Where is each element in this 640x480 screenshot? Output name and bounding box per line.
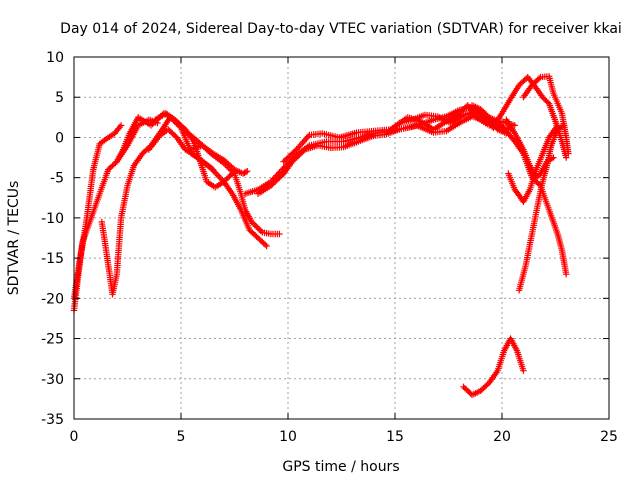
y-tick-label: -10 [41,211,64,227]
series-arc-14 [503,116,557,181]
marker-path-arc-17 [515,122,568,294]
marker-path-arc-7 [188,142,251,177]
y-tick-label: 0 [55,130,64,146]
y-tick-label: 5 [55,90,64,106]
chart-title: Day 014 of 2024, Sidereal Day-to-day VTE… [60,21,622,37]
y-tick-label: -25 [41,332,64,348]
x-tick-label: 10 [279,429,297,445]
x-tick-label: 5 [177,429,186,445]
x-tick-label: 25 [600,429,618,445]
axis-ticks: 0 5 10 15 20 25 -35 -30 -25 -20 -15 -10 -5 0 5 10 [41,50,618,445]
y-tick-label: -30 [41,372,64,388]
series-arc-5 [145,126,270,250]
x-tick-label: 0 [70,429,79,445]
x-axis-label: GPS time / hours [282,459,399,475]
y-tick-label: -20 [41,291,64,307]
y-tick-label: -5 [50,171,64,187]
marker-path-arc-14 [503,116,557,181]
series-arc-11 [396,108,510,137]
marker-path-arc-9 [254,113,497,197]
series-arc-9 [254,113,497,197]
marker-path-arc-18 [460,335,527,399]
y-tick-label: 10 [46,50,64,66]
series-arc-15 [520,73,572,157]
y-tick-label: -35 [41,412,64,428]
marker-path-arc-15 [520,73,572,157]
plot-frame [73,56,610,420]
series-arc-16 [505,122,561,205]
data-series [70,73,572,399]
marker-path-arc-16 [505,122,561,205]
series-arc-7 [188,142,251,177]
marker-path-arc-5 [145,126,270,250]
y-axis-label: SDTVAR / TECUs [6,181,22,296]
series-arc-17 [515,122,568,294]
x-tick-label: 15 [386,429,404,445]
x-tick-label: 20 [493,429,511,445]
y-tick-label: -15 [41,251,64,267]
marker-path-arc-11 [396,108,510,137]
series-arc-18 [460,335,527,399]
